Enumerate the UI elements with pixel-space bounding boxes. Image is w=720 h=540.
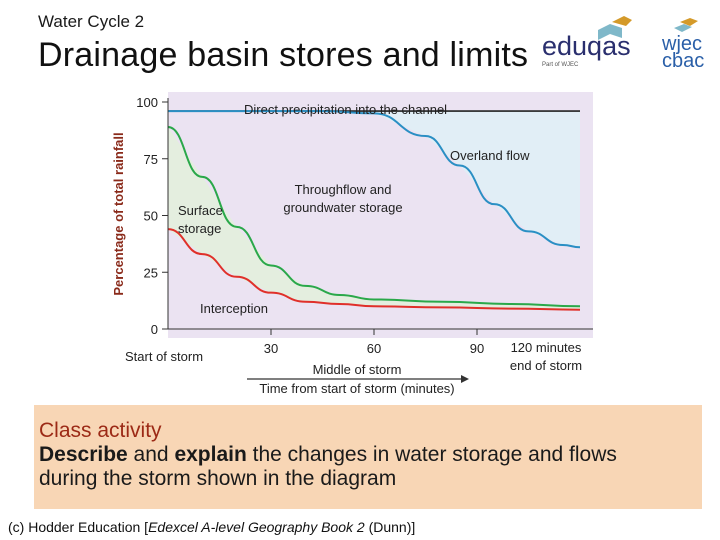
- x-end-label-line1: 120 minutes: [511, 340, 582, 355]
- page-title: Drainage basin stores and limits: [38, 36, 529, 74]
- x-tick-label: 90: [470, 341, 484, 356]
- class-activity-box: Class activity Describe and explain the …: [34, 405, 702, 509]
- surface-storage-label-line2: storage: [178, 221, 221, 236]
- activity-heading: Class activity: [39, 419, 162, 442]
- describe-word: Describe: [39, 443, 128, 466]
- throughflow-label-line2: groundwater storage: [283, 200, 402, 215]
- surface-storage-line: [167, 125, 581, 308]
- interception-line: [167, 228, 581, 311]
- y-tick-label: 75: [144, 152, 158, 167]
- y-tick-label: 100: [136, 95, 158, 110]
- y-tick-label: 50: [144, 209, 158, 224]
- x-tick-label: 60: [367, 341, 381, 356]
- y-tick-label: 0: [151, 322, 158, 337]
- overland-flow-label: Overland flow: [450, 148, 530, 163]
- y-axis-label: Percentage of total rainfall: [111, 132, 126, 295]
- throughflow-label-line1: Throughflow and: [295, 182, 392, 197]
- surface-storage-label-line1: Surface: [178, 203, 223, 218]
- wjec-logo: wjec cbac: [661, 18, 704, 72]
- book-icon: [598, 16, 632, 40]
- time-arrow-label: Time from start of storm (minutes): [259, 381, 454, 396]
- storm-storage-diagram: 100 75 50 25 0 30 60 90 Percentage of total ra…: [105, 88, 593, 401]
- time-arrow: [247, 375, 469, 383]
- y-tick-label: 25: [144, 265, 158, 280]
- explain-word: explain: [174, 443, 247, 466]
- x-end-label-line2: end of storm: [510, 358, 582, 373]
- section-label: Water Cycle 2: [38, 12, 145, 31]
- instruction-rest: the changes in water storage and flows d…: [39, 443, 617, 490]
- eduqas-subtext: Part of WJEC: [542, 62, 579, 68]
- and-word: and: [127, 443, 175, 466]
- direct-precipitation-label: Direct precipitation into the channel: [244, 102, 447, 117]
- cbac-wordmark: cbac: [662, 50, 704, 72]
- eduqas-wordmark: eduqas: [542, 31, 631, 61]
- activity-instructions: Describe and explain the changes in wate…: [39, 443, 679, 491]
- x-tick-label: 30: [264, 341, 278, 356]
- credit-suffix: (Dunn)]: [364, 519, 416, 535]
- book-icon: [674, 18, 698, 32]
- credit-prefix: (c) Hodder Education [: [8, 519, 149, 535]
- overland-flow-shade: [168, 111, 580, 248]
- overland-flow-line: [168, 110, 581, 249]
- interception-label: Interception: [200, 301, 268, 316]
- credit-book-title: Edexcel A-level Geography Book 2: [148, 519, 365, 535]
- middle-of-storm-label: Middle of storm: [313, 362, 402, 377]
- copyright-credit: (c) Hodder Education [Edexcel A-level Ge…: [8, 519, 415, 535]
- eduqas-logo: eduqas Part of WJEC: [542, 16, 632, 68]
- wjec-wordmark: wjec: [661, 33, 702, 55]
- x-start-label: Start of storm: [125, 349, 203, 364]
